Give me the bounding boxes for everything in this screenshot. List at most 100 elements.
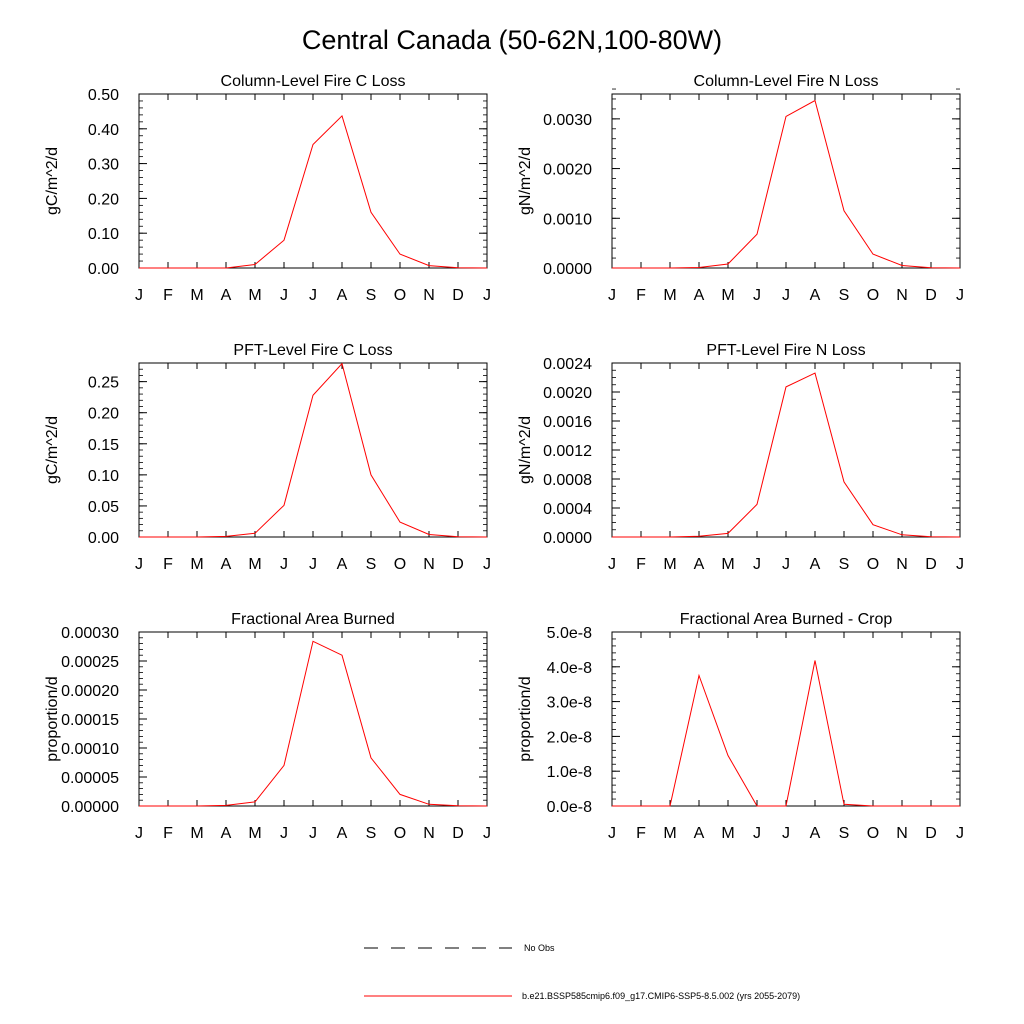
y-tick-label: 1.0e-8 [547,764,592,781]
y-tick-label: 0.0030 [543,112,592,129]
y-tick-label: 0.00 [88,530,119,547]
legend-label-no-obs: No Obs [524,943,555,953]
y-tick-label: 0.0012 [543,443,592,460]
x-tick-label: A [694,556,705,573]
y-tick-label: 0.00010 [61,741,119,758]
y-tick-label: 0.0016 [543,414,592,431]
x-tick-label: A [810,556,821,573]
x-tick-label: J [280,825,288,842]
legend: No Obs b.e21.BSSP585cmip6.f09_g17.CMIP6-… [364,943,800,1001]
x-tick-label: O [867,825,879,842]
y-axis-label: proportion/d [44,676,61,761]
x-tick-label: J [782,287,790,304]
x-tick-label: A [337,287,348,304]
x-tick-label: J [956,825,964,842]
x-tick-label: J [782,825,790,842]
x-tick-label: O [394,287,406,304]
x-tick-label: S [366,287,377,304]
x-tick-label: J [753,556,761,573]
panels: J F M A M J J A S O N D J0.000.100.200.300.400.50Col… [44,73,964,842]
y-tick-label: 0.05 [88,499,119,516]
x-tick-label: J [753,287,761,304]
x-tick-label: O [394,825,406,842]
y-tick-label: 0.00005 [61,770,119,787]
y-tick-label: 0.00020 [61,683,119,700]
x-tick-label: A [810,287,821,304]
plot-frame [611,93,961,269]
x-tick-label: D [452,287,464,304]
y-tick-label: 0.0000 [543,261,592,278]
x-tick-label: S [839,287,850,304]
x-tick-label: D [925,825,937,842]
y-tick-label: 0.15 [88,437,119,454]
y-tick-label: 2.0e-8 [547,729,592,746]
series-line-1 [139,640,488,807]
x-tick-label: J [956,287,964,304]
y-tick-label: 0.10 [88,226,119,243]
chart-panel-3: J F M A M J J A S O N D J0.000.050.100.150.200.25PFT… [44,342,491,573]
series-line-1 [612,660,960,807]
x-tick-label: M [721,825,734,842]
y-tick-label: 0.00025 [61,654,119,671]
y-axis-label: gC/m^2/d [44,147,61,215]
chart-panel-4: J F M A M J J A S O N D J0.00000.00040.00080.00120.0… [517,342,964,573]
y-tick-label: 0.0008 [543,472,592,489]
x-tick-label: J [608,825,616,842]
x-tick-label: J [280,556,288,573]
x-tick-label: A [337,556,348,573]
y-tick-label: 0.20 [88,191,119,208]
x-tick-label: M [663,556,676,573]
x-tick-label: J [483,556,491,573]
x-tick-label: M [721,287,734,304]
x-tick-label: O [394,556,406,573]
x-tick-label: F [163,825,173,842]
x-tick-label: S [366,825,377,842]
x-tick-label: A [337,825,348,842]
y-tick-label: 0.0000 [543,530,592,547]
x-tick-label: A [221,825,232,842]
series-line-1 [139,114,488,269]
y-tick-label: 0.20 [88,406,119,423]
x-tick-label: N [896,825,908,842]
x-tick-label: N [423,287,435,304]
y-tick-label: 0.0010 [543,211,592,228]
series-line-1 [612,372,961,538]
plot-frame [138,362,488,538]
y-tick-label: 0.00000 [61,799,119,816]
x-tick-label: J [608,287,616,304]
series-line-1 [139,362,488,538]
x-tick-label: J [309,556,317,573]
y-tick-label: 4.0e-8 [547,660,592,677]
x-tick-label: M [663,825,676,842]
x-tick-label: A [694,825,705,842]
x-tick-label: J [956,556,964,573]
chart-panel-5: J F M A M J J A S O N D J0.000000.000050.000100.0001… [44,611,491,842]
x-tick-label: D [452,556,464,573]
y-axis-label: gN/m^2/d [517,147,534,215]
panel-title: Fractional Area Burned - Crop [680,611,893,628]
x-tick-label: F [163,287,173,304]
panel-title: Column-Level Fire N Loss [694,73,879,90]
x-tick-label: M [663,287,676,304]
panel-title: PFT-Level Fire C Loss [233,342,392,359]
y-tick-label: 0.00 [88,261,119,278]
x-tick-label: D [925,287,937,304]
figure-title: Central Canada (50-62N,100-80W) [302,25,722,55]
x-tick-label: N [423,556,435,573]
plot-frame [138,93,488,269]
x-tick-label: M [190,287,203,304]
x-tick-label: J [483,287,491,304]
x-tick-label: J [483,825,491,842]
legend-label-model: b.e21.BSSP585cmip6.f09_g17.CMIP6-SSP5-8.… [522,991,800,1001]
x-tick-label: D [925,556,937,573]
y-tick-label: 0.40 [88,122,119,139]
x-tick-label: F [636,556,646,573]
y-tick-label: 0.0024 [543,356,592,373]
x-tick-label: J [753,825,761,842]
x-tick-label: J [608,556,616,573]
chart-panel-2: J F M A M J J A S O N D J0.00000.00100.00200.0030Col… [517,73,964,304]
panel-title: Fractional Area Burned [231,611,395,628]
panel-title: Column-Level Fire C Loss [221,73,406,90]
chart-panel-1: J F M A M J J A S O N D J0.000.100.200.300.400.50Col… [44,73,491,304]
